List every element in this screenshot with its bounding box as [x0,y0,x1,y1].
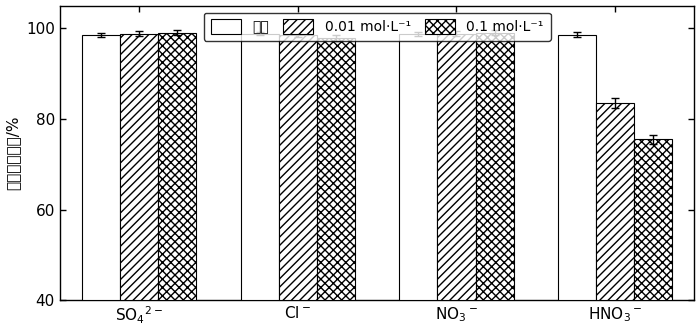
Bar [558,35,596,300]
Bar [317,38,355,300]
Bar [634,139,672,300]
Bar [475,33,514,300]
Y-axis label: 磷酸盐去除率/%: 磷酸盐去除率/% [6,116,20,190]
Bar [596,103,634,300]
Bar [120,34,158,300]
Bar [279,35,317,300]
Bar [158,33,196,300]
Legend: 空白, 0.01 mol·L⁻¹, 0.1 mol·L⁻¹: 空白, 0.01 mol·L⁻¹, 0.1 mol·L⁻¹ [204,13,551,41]
Bar [82,35,120,300]
Bar [438,34,475,300]
Bar [241,34,279,300]
Bar [400,34,438,300]
